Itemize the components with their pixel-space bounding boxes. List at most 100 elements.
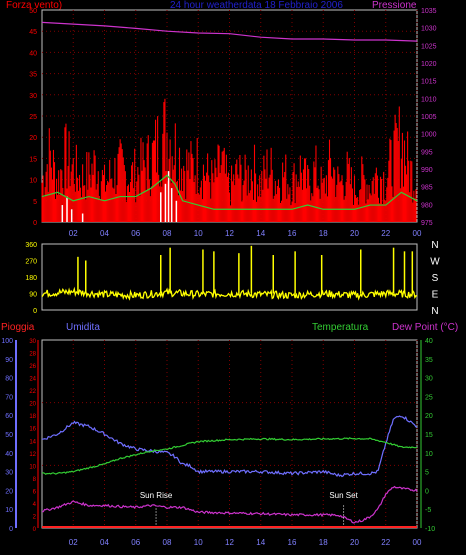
- wind-y-tick-label: 45: [29, 29, 37, 36]
- pressure-y-tick-label: 1005: [421, 114, 437, 121]
- pressure-y-tick-label: 995: [421, 149, 433, 156]
- pressure-y-tick-label: 1015: [421, 79, 437, 86]
- humidity-y-tick-label: 60: [5, 413, 13, 420]
- humidity-line: [41, 415, 418, 478]
- wind-y-tick-label: 0: [33, 220, 37, 227]
- meteo-x-tick-label: 00: [413, 538, 422, 547]
- pressure-y-tick-label: 1025: [421, 43, 437, 50]
- direction-compass-label: N: [431, 240, 438, 251]
- meteo-x-tick-label: 12: [225, 538, 234, 547]
- meteo-x-tick-label: 18: [319, 538, 328, 547]
- sun-marker-label: Sun Set: [329, 491, 358, 500]
- rain-y-tick-label: 16: [29, 427, 36, 433]
- pressure-y-tick-label: 1030: [421, 26, 437, 33]
- direction-compass-label: N: [431, 306, 438, 317]
- legend-umidita: Umidita: [66, 322, 100, 333]
- rain-y-tick-label: 30: [29, 339, 36, 345]
- wind-y-tick-label: 5: [33, 199, 37, 206]
- wind-x-tick-label: 08: [163, 229, 172, 238]
- rain-y-tick-label: 4: [33, 502, 37, 508]
- pressure-y-tick-label: 1020: [421, 61, 437, 68]
- meteo-x-tick-label: 04: [100, 538, 109, 547]
- humidity-y-tick-label: 90: [5, 357, 13, 364]
- wind-average-line: [41, 174, 418, 210]
- wind-x-tick-label: 02: [69, 229, 78, 238]
- temperature-y-tick-label: 20: [425, 413, 433, 420]
- meteo-x-tick-label: 10: [194, 538, 203, 547]
- sun-marker-label: Sun Rise: [140, 491, 173, 500]
- chart-title-right: Pressione: [372, 0, 417, 11]
- meteo-x-tick-label: 02: [69, 538, 78, 547]
- wind-y-tick-label: 35: [29, 72, 37, 79]
- dewpoint-line: [41, 485, 418, 524]
- temperature-y-tick-label: 10: [425, 451, 433, 458]
- chart-title-center: 24 hour weatherdata 18 Febbraio 2006: [170, 0, 343, 11]
- wind-x-tick-label: 14: [256, 229, 265, 238]
- direction-y-tick-label: 360: [25, 242, 37, 249]
- meteo-x-tick-label: 06: [131, 538, 140, 547]
- wind-x-tick-label: 04: [100, 229, 109, 238]
- humidity-y-tick-label: 10: [5, 507, 13, 514]
- wind-x-tick-label: 22: [381, 229, 390, 238]
- direction-compass-label: E: [432, 290, 439, 301]
- wind-y-tick-label: 15: [29, 156, 37, 163]
- pressure-y-tick-label: 1000: [421, 132, 437, 139]
- meteo-x-tick-label: 16: [288, 538, 297, 547]
- chart-title-left: Forza vento): [6, 0, 63, 11]
- wind-y-tick-label: 25: [29, 114, 37, 121]
- pressure-y-tick-label: 1035: [421, 8, 437, 15]
- direction-y-tick-label: 270: [25, 259, 37, 266]
- temperature-y-tick-label: 30: [425, 376, 433, 383]
- pressure-y-tick-label: 985: [421, 185, 433, 192]
- rain-y-tick-label: 26: [29, 364, 36, 370]
- wind-direction-line: [41, 286, 418, 301]
- temperature-line: [41, 437, 418, 475]
- wind-x-tick-label: 00: [413, 229, 422, 238]
- direction-y-tick-label: 180: [25, 275, 37, 282]
- wind-y-tick-label: 10: [29, 178, 37, 185]
- rain-y-tick-label: 14: [29, 439, 36, 445]
- temperature-y-tick-label: 0: [425, 488, 429, 495]
- rain-y-tick-label: 20: [29, 402, 36, 408]
- temperature-y-tick-label: 40: [425, 338, 433, 345]
- humidity-y-tick-label: 30: [5, 470, 13, 477]
- wind-x-tick-label: 16: [288, 229, 297, 238]
- pressure-y-tick-label: 980: [421, 202, 433, 209]
- rain-y-tick-label: 10: [29, 464, 36, 470]
- temperature-y-tick-label: 35: [425, 357, 433, 364]
- wind-y-tick-label: 50: [29, 8, 37, 15]
- rain-y-tick-label: 28: [29, 352, 36, 358]
- wind-x-tick-label: 20: [350, 229, 359, 238]
- direction-plot-frame: [41, 243, 418, 311]
- humidity-y-tick-label: 40: [5, 451, 13, 458]
- temperature-y-tick-label: -5: [425, 507, 431, 514]
- temperature-y-tick-label: 25: [425, 394, 433, 401]
- legend-dewpoint: Dew Point (°C): [392, 322, 459, 333]
- rain-y-tick-label: 6: [33, 489, 37, 495]
- pressure-y-tick-label: 975: [421, 220, 433, 227]
- meteo-x-tick-label: 22: [381, 538, 390, 547]
- rain-y-tick-label: 18: [29, 414, 36, 420]
- humidity-y-tick-label: 0: [9, 526, 13, 533]
- direction-compass-label: W: [430, 257, 440, 268]
- legend-temperatura: Temperatura: [312, 322, 369, 333]
- legend-pioggia: Pioggia: [1, 322, 35, 333]
- temperature-y-tick-label: -10: [425, 526, 435, 533]
- direction-y-tick-label: 90: [29, 292, 37, 299]
- wind-y-tick-label: 30: [29, 93, 37, 100]
- wind-x-tick-label: 18: [319, 229, 328, 238]
- wind-y-tick-label: 20: [29, 135, 37, 142]
- meteo-x-tick-label: 08: [163, 538, 172, 547]
- pressure-line: [41, 21, 418, 42]
- rain-y-tick-label: 12: [29, 452, 36, 458]
- direction-compass-label: S: [432, 273, 439, 284]
- wind-x-tick-label: 06: [131, 229, 140, 238]
- humidity-y-tick-label: 20: [5, 488, 13, 495]
- pressure-y-tick-label: 990: [421, 167, 433, 174]
- wind-x-tick-label: 12: [225, 229, 234, 238]
- meteo-x-tick-label: 20: [350, 538, 359, 547]
- wind-x-tick-label: 10: [194, 229, 203, 238]
- temperature-y-tick-label: 15: [425, 432, 433, 439]
